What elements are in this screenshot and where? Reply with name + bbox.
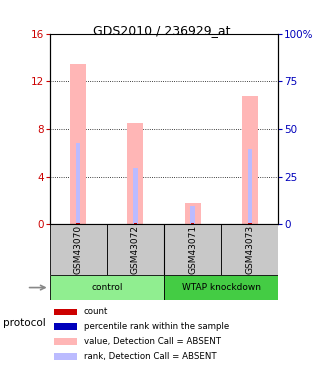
Text: count: count	[84, 308, 108, 316]
Bar	[127, 123, 143, 224]
Text: GDS2010 / 236929_at: GDS2010 / 236929_at	[93, 24, 230, 38]
Text: GSM43073: GSM43073	[245, 225, 254, 274]
Bar	[54, 323, 77, 330]
Text: GSM43072: GSM43072	[131, 225, 140, 274]
Bar	[221, 224, 278, 275]
Bar	[164, 275, 278, 300]
Text: GSM43071: GSM43071	[188, 225, 197, 274]
Bar	[107, 224, 164, 275]
Bar	[248, 223, 252, 224]
Bar	[70, 63, 86, 224]
Bar	[50, 275, 164, 300]
Bar	[76, 223, 80, 224]
Bar	[185, 203, 201, 224]
Text: value, Detection Call = ABSENT: value, Detection Call = ABSENT	[84, 337, 221, 346]
Text: WTAP knockdown: WTAP knockdown	[182, 283, 261, 292]
Text: rank, Detection Call = ABSENT: rank, Detection Call = ABSENT	[84, 352, 217, 361]
Bar	[191, 223, 194, 224]
Text: protocol: protocol	[3, 318, 46, 328]
Text: GSM43070: GSM43070	[74, 225, 83, 274]
Bar	[54, 309, 77, 315]
Bar	[190, 206, 195, 224]
Bar	[242, 96, 258, 224]
Bar	[54, 353, 77, 360]
Bar	[248, 149, 252, 224]
Bar	[76, 143, 80, 224]
Text: control: control	[91, 283, 123, 292]
Bar	[164, 224, 221, 275]
Bar	[50, 224, 107, 275]
Bar	[133, 168, 138, 224]
Bar	[134, 223, 137, 224]
Text: percentile rank within the sample: percentile rank within the sample	[84, 322, 229, 331]
Bar	[54, 338, 77, 345]
